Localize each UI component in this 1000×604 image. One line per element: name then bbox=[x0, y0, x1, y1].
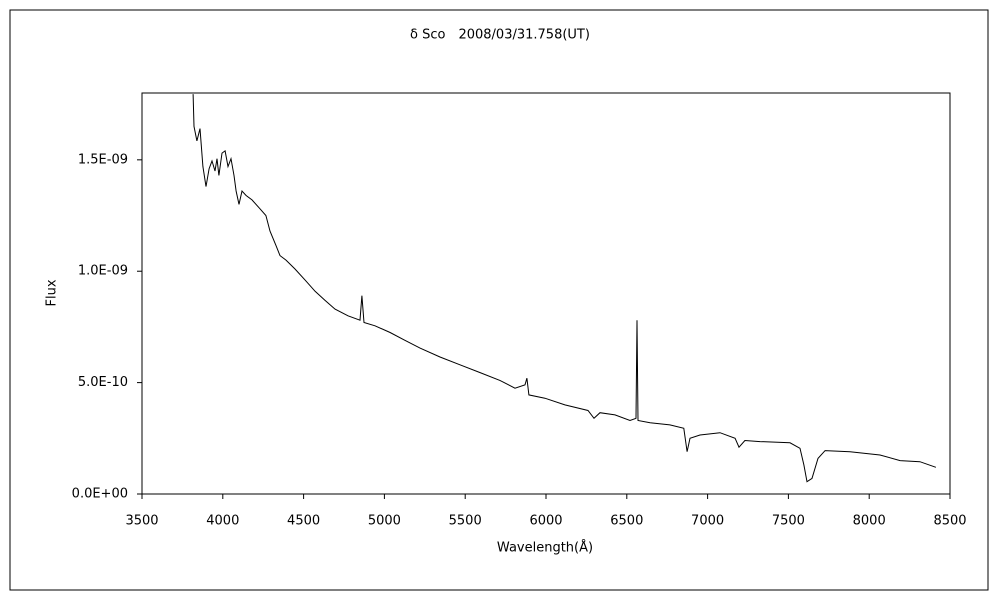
x-axis-label: Wavelength(Å) bbox=[497, 540, 593, 556]
y-tick-label: 1.5E-09 bbox=[78, 152, 128, 167]
x-tick-label: 4000 bbox=[206, 514, 239, 529]
x-tick-label: 3500 bbox=[125, 514, 158, 529]
y-tick-label: 0.0E+00 bbox=[72, 487, 128, 502]
y-tick-label: 1.0E-09 bbox=[78, 264, 128, 279]
y-axis-label: Flux bbox=[45, 279, 60, 306]
x-tick-label: 7500 bbox=[772, 514, 805, 529]
plot-area bbox=[141, 92, 951, 495]
y-tick-label: 5.0E-10 bbox=[78, 375, 128, 390]
x-tick-label: 4500 bbox=[287, 514, 320, 529]
x-tick-label: 6500 bbox=[610, 514, 643, 529]
x-tick-label: 7000 bbox=[691, 514, 724, 529]
x-tick-label: 5000 bbox=[368, 514, 401, 529]
x-tick-label: 5500 bbox=[449, 514, 482, 529]
x-tick-label: 8000 bbox=[853, 514, 886, 529]
spectrum-line bbox=[192, 94, 937, 483]
x-tick-label: 8500 bbox=[933, 514, 966, 529]
chart-title: δ Sco 2008/03/31.758(UT) bbox=[410, 28, 590, 43]
x-tick-label: 6000 bbox=[529, 514, 562, 529]
